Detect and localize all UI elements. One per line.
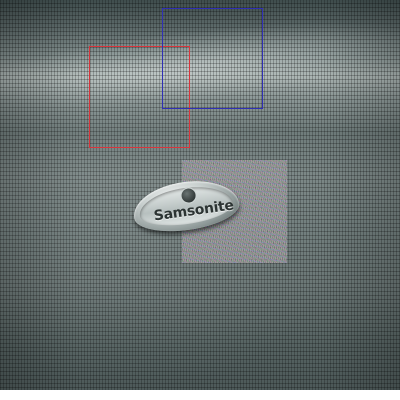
blue-annotation-box [162, 8, 263, 109]
samsonite-emblem-icon [180, 187, 197, 204]
bottom-border-strip [0, 390, 400, 400]
red-annotation-box [89, 46, 190, 148]
